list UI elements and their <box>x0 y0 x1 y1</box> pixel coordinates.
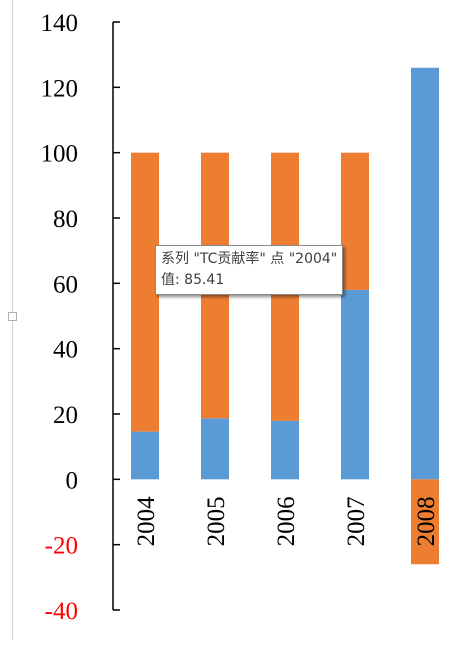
y-tick-label: 0 <box>66 467 79 494</box>
y-tick-label: 120 <box>41 75 79 102</box>
bar-2008-series-1 <box>411 67 439 480</box>
tooltip-value-line: 值: 85.41 <box>161 272 225 288</box>
x-tick-label: 2006 <box>273 496 300 546</box>
y-tick-label: 40 <box>53 337 78 364</box>
y-tick-label: 100 <box>41 141 79 168</box>
bar-2007-series-1 <box>341 289 369 480</box>
x-tick-label: 2004 <box>133 496 160 547</box>
y-tick-label: 80 <box>53 206 78 233</box>
bar-2005-series-1 <box>201 418 229 480</box>
y-tick-label: -20 <box>45 533 78 560</box>
x-tick-label: 2005 <box>203 496 230 546</box>
y-tick-label: 60 <box>53 271 78 298</box>
y-tick-label: 140 <box>41 10 79 37</box>
x-tick-label: 2008 <box>413 496 440 546</box>
bar-2004-series-2 <box>131 152 159 432</box>
bar-2004-series-1 <box>131 431 159 480</box>
y-tick-label: -40 <box>45 598 78 625</box>
resize-handle[interactable] <box>8 312 17 321</box>
x-tick-label: 2007 <box>343 496 370 546</box>
bar-2006-series-1 <box>271 420 299 480</box>
data-point-tooltip: 系列 "TC贡献率" 点 "2004" 值: 85.41 <box>155 245 344 295</box>
bar-2008-series-2 <box>411 479 439 565</box>
y-tick-label: 20 <box>53 402 78 429</box>
bar-2007-series-2 <box>341 152 369 290</box>
tooltip-series-line: 系列 "TC贡献率" 点 "2004" <box>161 251 338 267</box>
